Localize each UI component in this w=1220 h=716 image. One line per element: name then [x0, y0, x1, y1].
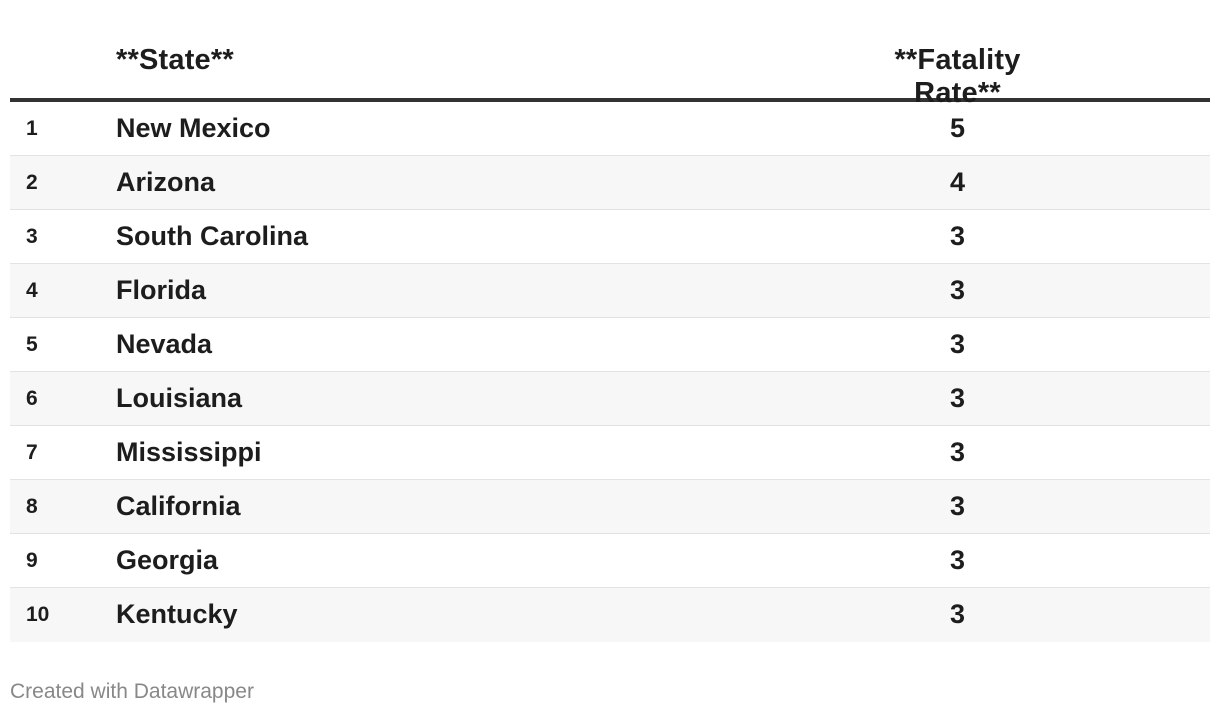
fatality-rate-cell: 3: [949, 329, 966, 359]
table-row: 7 Mississippi 3: [10, 426, 1210, 480]
fatality-rate-cell: 5: [949, 113, 966, 143]
fatality-rate-cell: 3: [949, 383, 966, 413]
state-cell: Nevada: [116, 329, 213, 359]
column-header-fatality-rate[interactable]: **Fatality Rate**: [894, 44, 1021, 109]
table-row: 4 Florida 3: [10, 264, 1210, 318]
fatality-rate-cell: 4: [949, 167, 966, 197]
rank-cell: 4: [26, 279, 38, 302]
table-row: 6 Louisiana 3: [10, 372, 1210, 426]
rank-cell: 6: [26, 387, 38, 410]
state-cell: New Mexico: [116, 113, 271, 143]
rank-cell: 3: [26, 225, 38, 248]
fatality-rate-cell: 3: [949, 275, 966, 305]
table-row: 8 California 3: [10, 480, 1210, 534]
rank-cell: 5: [26, 333, 38, 356]
state-cell: California: [116, 491, 241, 521]
state-cell: Georgia: [116, 545, 219, 575]
rank-cell: 10: [26, 603, 50, 626]
fatality-rate-cell: 3: [949, 545, 966, 575]
table-row: 3 South Carolina 3: [10, 210, 1210, 264]
table-body: 1 New Mexico 5 2 Arizona 4 3 South Carolina 3 4 Fl…: [10, 102, 1210, 642]
datawrapper-credit: Created with Datawrapper: [10, 680, 254, 703]
table-row: 5 Nevada 3: [10, 318, 1210, 372]
rank-cell: 1: [26, 117, 38, 140]
data-table: **State** **Fatality Rate** 1 New Mexico 5…: [10, 0, 1210, 642]
fatality-rate-cell: 3: [949, 491, 966, 521]
state-cell: Kentucky: [116, 599, 238, 629]
table-row: 1 New Mexico 5: [10, 102, 1210, 156]
fatality-rate-cell: 3: [949, 221, 966, 251]
column-header-state[interactable]: **State**: [116, 44, 234, 76]
state-cell: South Carolina: [116, 221, 309, 251]
rank-cell: 2: [26, 171, 38, 194]
table-header: **State** **Fatality Rate**: [10, 0, 1210, 109]
fatality-rate-cell: 3: [949, 437, 966, 467]
table-row: 2 Arizona 4: [10, 156, 1210, 210]
rank-cell: 9: [26, 549, 38, 572]
rank-cell: 7: [26, 441, 38, 464]
rank-cell: 8: [26, 495, 38, 518]
table-row: 10 Kentucky 3: [10, 588, 1210, 642]
state-cell: Arizona: [116, 167, 216, 197]
state-cell: Florida: [116, 275, 207, 305]
table-row: 9 Georgia 3: [10, 534, 1210, 588]
state-cell: Mississippi: [116, 437, 262, 467]
state-cell: Louisiana: [116, 383, 243, 413]
fatality-rate-cell: 3: [949, 599, 966, 629]
